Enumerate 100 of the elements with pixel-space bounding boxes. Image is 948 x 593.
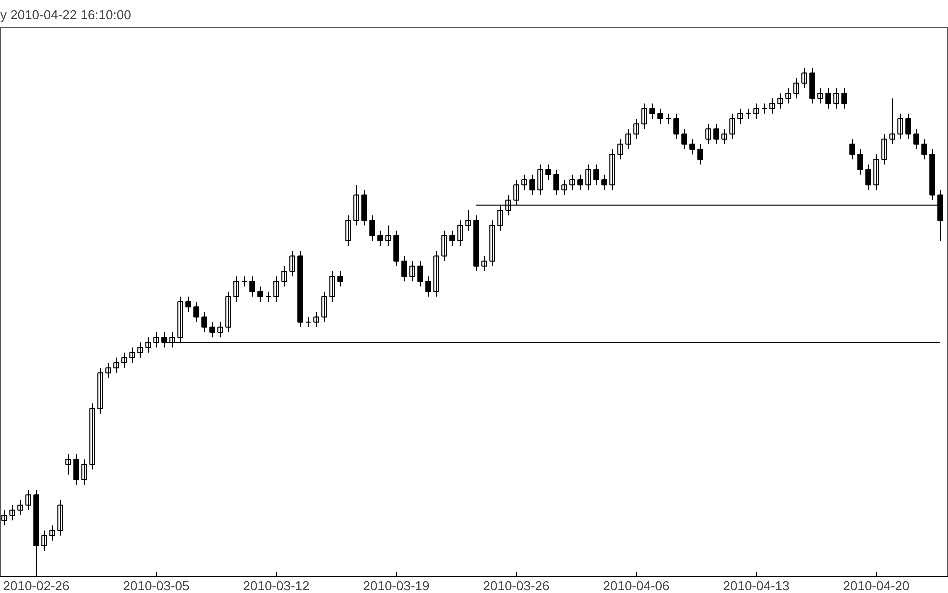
candlestick	[650, 103, 656, 120]
candlestick	[242, 276, 248, 288]
candlestick	[458, 220, 464, 247]
candlestick	[786, 88, 792, 104]
candlestick	[282, 266, 288, 288]
candlestick	[82, 459, 88, 486]
candlestick	[26, 490, 32, 511]
candlestick	[586, 164, 592, 191]
candlestick	[522, 174, 528, 191]
candlestick	[706, 124, 712, 145]
candlestick	[130, 347, 136, 364]
candlestick	[850, 138, 856, 160]
candlestick	[274, 276, 280, 302]
x-tick-label: 2010-03-26	[483, 578, 550, 593]
candlestick	[610, 149, 616, 191]
candlestick	[738, 108, 744, 125]
candlestick	[634, 118, 640, 140]
candlestick	[826, 88, 832, 110]
candlestick	[866, 164, 872, 191]
candlestick	[666, 113, 672, 125]
x-tick-label: 2010-04-06	[603, 578, 670, 593]
candlestick	[66, 454, 72, 476]
candlestick	[346, 215, 352, 247]
candlestick	[266, 291, 272, 302]
candlestick	[50, 525, 56, 542]
x-tick-label: 2010-04-13	[723, 578, 790, 593]
candlestick	[74, 454, 80, 486]
candlestick	[370, 215, 376, 242]
candlestick	[2, 510, 8, 526]
candlestick	[922, 138, 928, 160]
candlestick	[434, 250, 440, 298]
candlestick	[658, 108, 664, 125]
candlestick	[674, 113, 680, 140]
candlestick	[914, 128, 920, 150]
candlestick	[530, 174, 536, 196]
x-tick-label: 2010-02-26	[3, 578, 70, 593]
candlestick	[890, 98, 896, 145]
candlestick	[538, 164, 544, 196]
candlestick	[386, 225, 392, 247]
candlestick	[194, 302, 200, 323]
candlestick	[594, 164, 600, 186]
candlestick	[146, 337, 152, 354]
candlestick	[746, 108, 752, 120]
candlestick	[338, 271, 344, 288]
candlestick	[322, 291, 328, 323]
candlestick	[218, 322, 224, 338]
candlestick	[402, 256, 408, 282]
candlestick	[642, 103, 648, 130]
candlestick	[882, 134, 888, 166]
candlestick	[770, 98, 776, 114]
candlestick	[202, 312, 208, 333]
candlestick	[554, 169, 560, 196]
x-tick-label: 2010-03-05	[123, 578, 190, 593]
candlestick	[354, 184, 360, 226]
candlestick	[114, 357, 120, 374]
candlestick	[698, 144, 704, 166]
candlestick	[10, 504, 16, 522]
candlestick	[754, 103, 760, 120]
candlestick	[466, 210, 472, 232]
candlestick	[186, 296, 192, 313]
candlestick	[578, 174, 584, 191]
candlestick	[250, 276, 256, 298]
candlestick	[562, 180, 568, 196]
candlestick	[210, 322, 216, 338]
candlestick	[426, 276, 432, 298]
candlestick	[90, 403, 96, 470]
candlestick	[834, 88, 840, 110]
candlestick	[330, 271, 336, 302]
candlestick	[778, 93, 784, 110]
candlestick	[450, 230, 456, 247]
candlestick	[234, 276, 240, 302]
candlestick	[98, 368, 104, 414]
candlestick	[226, 291, 232, 333]
candlestick	[722, 128, 728, 145]
candlestick	[714, 124, 720, 145]
candlestick	[570, 174, 576, 191]
candlestick	[482, 256, 488, 272]
candlestick	[618, 138, 624, 160]
candlestick	[18, 500, 24, 516]
candlestick	[442, 230, 448, 262]
candlestick	[818, 88, 824, 104]
chart-title: y 2010-04-22 16:10:00	[0, 8, 132, 22]
candlestick	[410, 260, 416, 282]
candlestick	[138, 342, 144, 358]
candlestick	[730, 113, 736, 140]
candlestick	[682, 128, 688, 150]
x-tick-label: 2010-03-19	[363, 578, 430, 593]
candlestick	[58, 500, 64, 536]
candlestick	[906, 113, 912, 140]
x-tick-label: 2010-04-20	[843, 578, 910, 593]
x-tick-label: 2010-03-12	[243, 578, 310, 593]
candlestick	[762, 103, 768, 114]
candlestick	[802, 68, 808, 89]
candlestick	[314, 312, 320, 328]
candlestick	[874, 154, 880, 191]
candlestick	[602, 174, 608, 191]
candlestick	[154, 332, 160, 348]
candlestick	[42, 530, 48, 552]
candlestick	[626, 128, 632, 150]
candlestick	[418, 260, 424, 288]
